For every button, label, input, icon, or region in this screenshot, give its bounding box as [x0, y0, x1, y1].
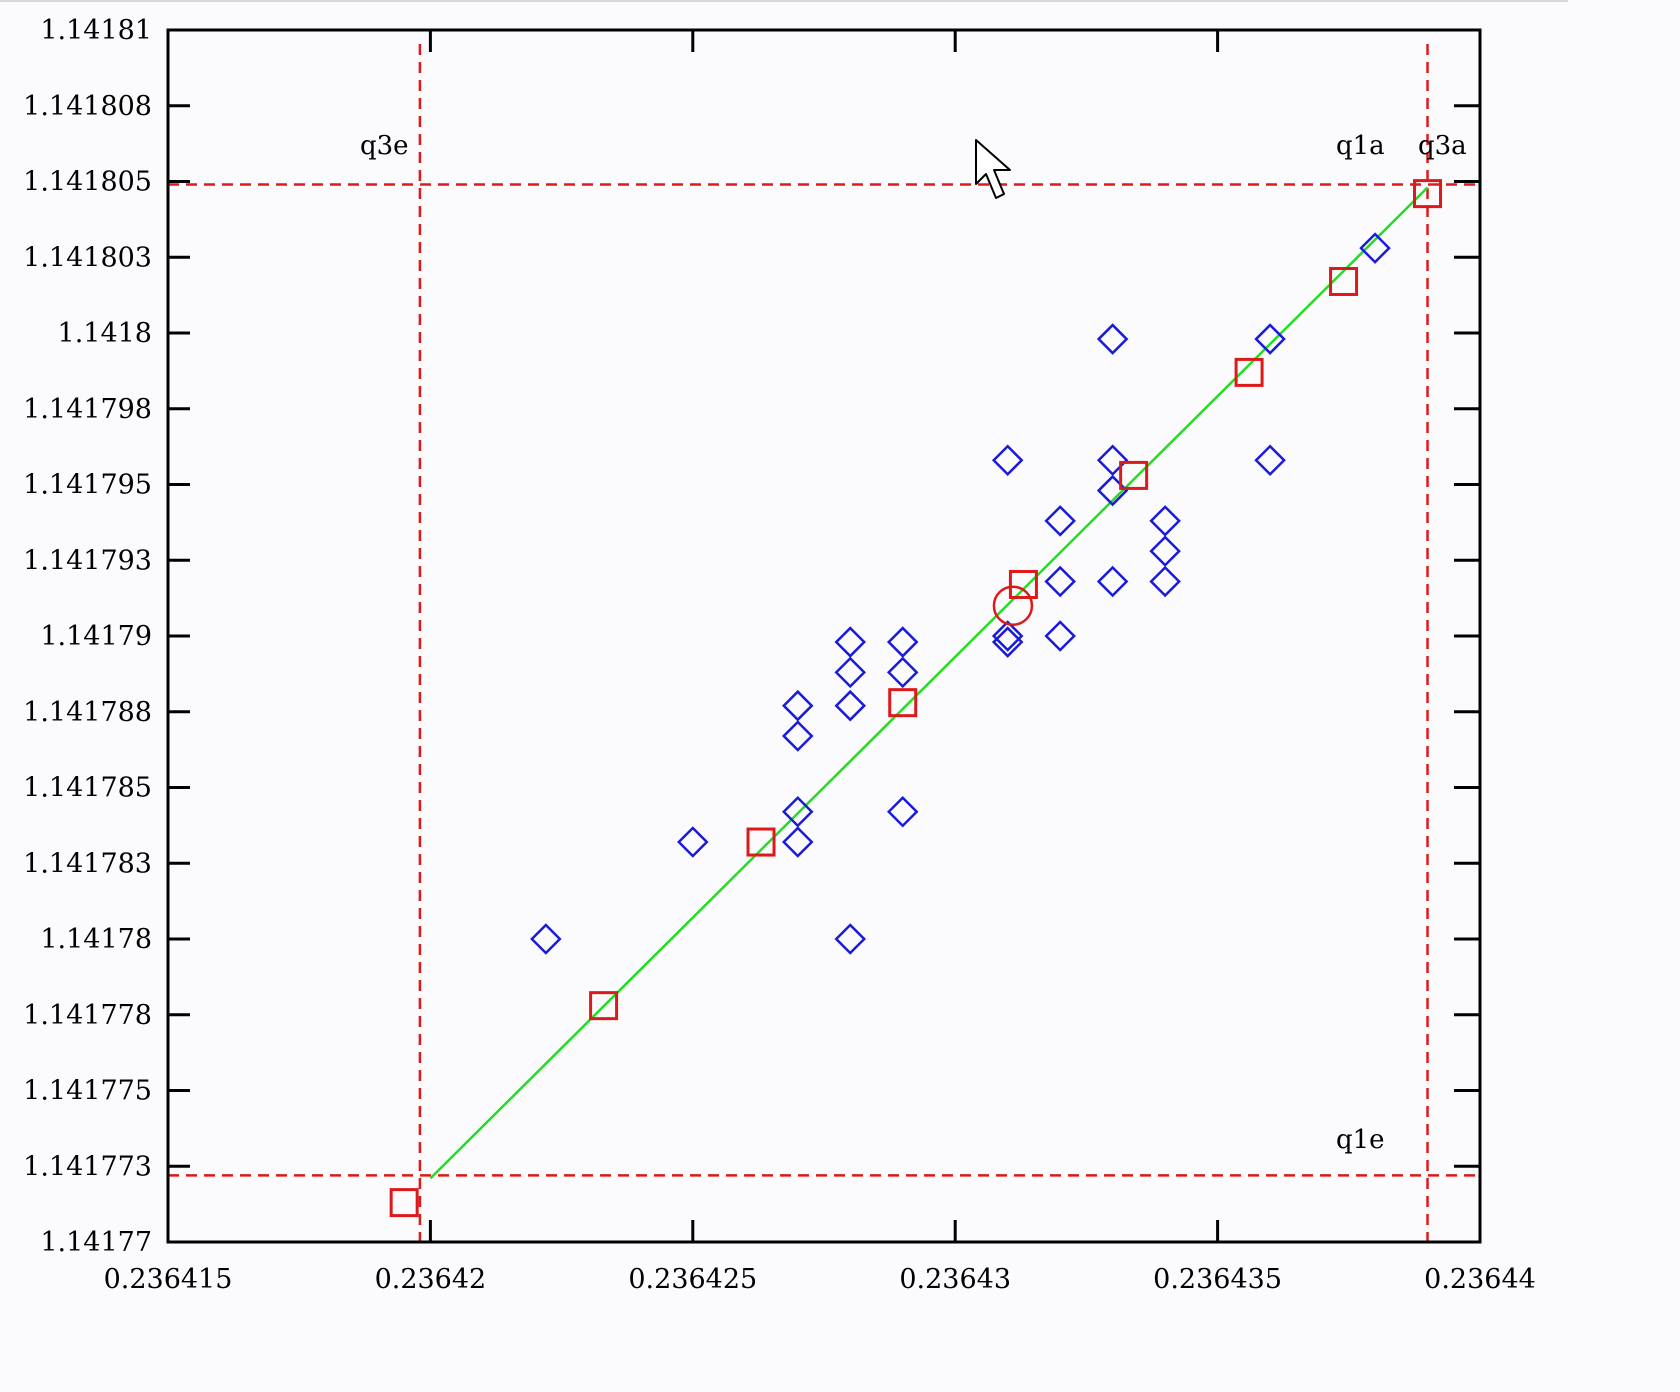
- x-tick-label: 0.23642: [375, 1264, 487, 1295]
- x-tick-label: 0.23643: [899, 1264, 1011, 1295]
- reference-lines: [168, 44, 1480, 1242]
- square-point: [1329, 266, 1359, 296]
- diamond-point: [1359, 232, 1391, 264]
- diamond-point: [834, 923, 867, 955]
- y-tick-label: 1.141788: [23, 697, 152, 728]
- data-marks: [389, 179, 1443, 1218]
- y-tick-label: 1.141773: [23, 1151, 152, 1182]
- annotation-q1a: q1a: [1336, 131, 1385, 161]
- diamond-point: [886, 626, 919, 658]
- annotation-q3a: q3a: [1418, 131, 1467, 161]
- x-tick-label: 0.236435: [1153, 1264, 1282, 1295]
- diamond-point: [834, 689, 867, 722]
- diamond-point: [1149, 505, 1181, 537]
- diamond-point: [1044, 565, 1076, 598]
- diamond-point: [886, 795, 919, 828]
- x-tick-label: 0.236425: [628, 1264, 757, 1295]
- plot-frame: [166, 28, 1482, 1244]
- y-tick-label: 1.141805: [23, 167, 152, 198]
- diamond-point: [781, 826, 814, 858]
- diamond-point: [886, 656, 919, 689]
- y-tick-label: 1.141793: [23, 545, 152, 576]
- diamond-point: [530, 923, 562, 955]
- square-point: [1234, 357, 1264, 387]
- y-tick-label: 1.14178: [40, 924, 152, 955]
- annotation-q3e: q3e: [360, 131, 409, 161]
- diamond-point: [834, 656, 867, 689]
- square-point: [1413, 179, 1443, 209]
- y-tick-label: 1.141785: [23, 773, 152, 804]
- diamond-point: [834, 626, 867, 658]
- diamond-point: [991, 620, 1024, 652]
- diamond-point: [1096, 565, 1129, 598]
- square-point: [589, 991, 619, 1021]
- y-tick-label: 1.141808: [23, 91, 152, 122]
- y-tick-label: 1.14179: [40, 621, 152, 652]
- chart-canvas: 0.236415 0.23642 0.236425 0.23643 0.236435 0.…: [0, 0, 1568, 1295]
- y-tick-label: 1.14181: [40, 15, 152, 46]
- diamond-point: [1044, 505, 1076, 537]
- circle-point: [992, 585, 1034, 626]
- diamond-point: [781, 689, 814, 722]
- x-tick-label: 0.23644: [1424, 1264, 1536, 1295]
- square-point: [389, 1188, 419, 1218]
- annotation-q1e: q1e: [1336, 1125, 1385, 1155]
- square-point: [746, 827, 776, 857]
- diamond-point: [1096, 444, 1129, 477]
- square-point: [888, 688, 918, 718]
- y-tick-label: 1.1418: [58, 318, 152, 349]
- diamond-point: [1254, 444, 1286, 477]
- mouse-cursor-icon: [975, 139, 1011, 199]
- square-point: [1119, 460, 1149, 490]
- y-tick-label: 1.14177: [40, 1227, 152, 1258]
- annotations: q3e q1a q3a q1e: [360, 131, 1467, 1155]
- diamond-point: [781, 720, 814, 752]
- y-tick-label: 1.141803: [23, 242, 152, 273]
- tick-labels: 0.236415 0.23642 0.236425 0.23643 0.236435 0.…: [23, 15, 1536, 1295]
- y-tick-label: 1.141775: [23, 1076, 152, 1107]
- diamond-point: [1149, 565, 1181, 598]
- y-tick-label: 1.141783: [23, 848, 152, 879]
- diamond-point: [781, 795, 814, 828]
- fit-line-path: [429, 186, 1429, 1180]
- diamond-point: [991, 626, 1024, 658]
- y-tick-label: 1.141798: [23, 394, 152, 425]
- x-tick-label: 0.236415: [104, 1264, 233, 1295]
- diamond-point: [991, 444, 1024, 477]
- square-point: [1008, 569, 1038, 599]
- diamond-point: [1044, 620, 1076, 652]
- diamond-point: [677, 826, 709, 858]
- y-tick-label: 1.141795: [23, 470, 152, 501]
- scatter-plot: 0.236415 0.23642 0.236425 0.23643 0.236435 0.…: [23, 15, 1536, 1295]
- y-tick-label: 1.141778: [23, 1000, 152, 1031]
- diamond-point: [1254, 323, 1286, 355]
- diamond-point: [1096, 323, 1129, 355]
- fit-line: [429, 186, 1429, 1180]
- diamond-point: [1149, 535, 1181, 567]
- axes: [166, 28, 1482, 1244]
